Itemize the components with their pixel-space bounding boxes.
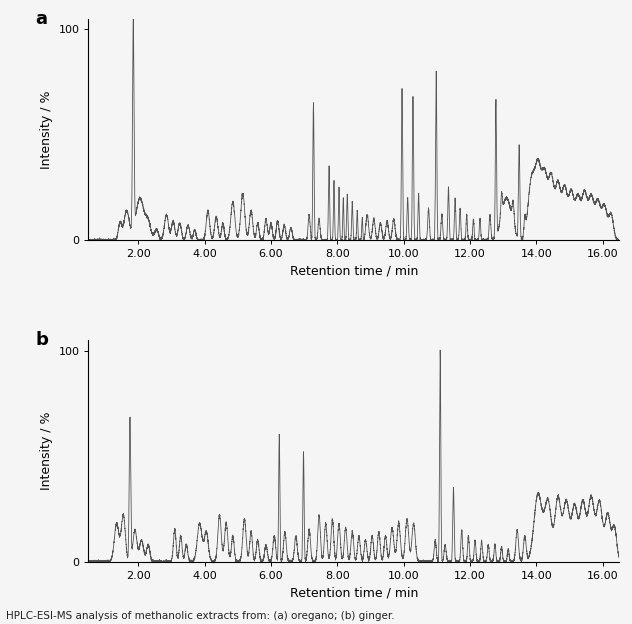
Text: HPLC-ESI-MS analysis of methanolic extracts from: (a) oregano; (b) ginger.: HPLC-ESI-MS analysis of methanolic extra…: [6, 611, 395, 621]
Text: b: b: [35, 331, 48, 349]
Y-axis label: Intensity / %: Intensity / %: [40, 90, 53, 168]
X-axis label: Retention time / min: Retention time / min: [289, 586, 418, 599]
Text: a: a: [35, 10, 47, 28]
Y-axis label: Intensity / %: Intensity / %: [40, 412, 53, 490]
X-axis label: Retention time / min: Retention time / min: [289, 265, 418, 278]
